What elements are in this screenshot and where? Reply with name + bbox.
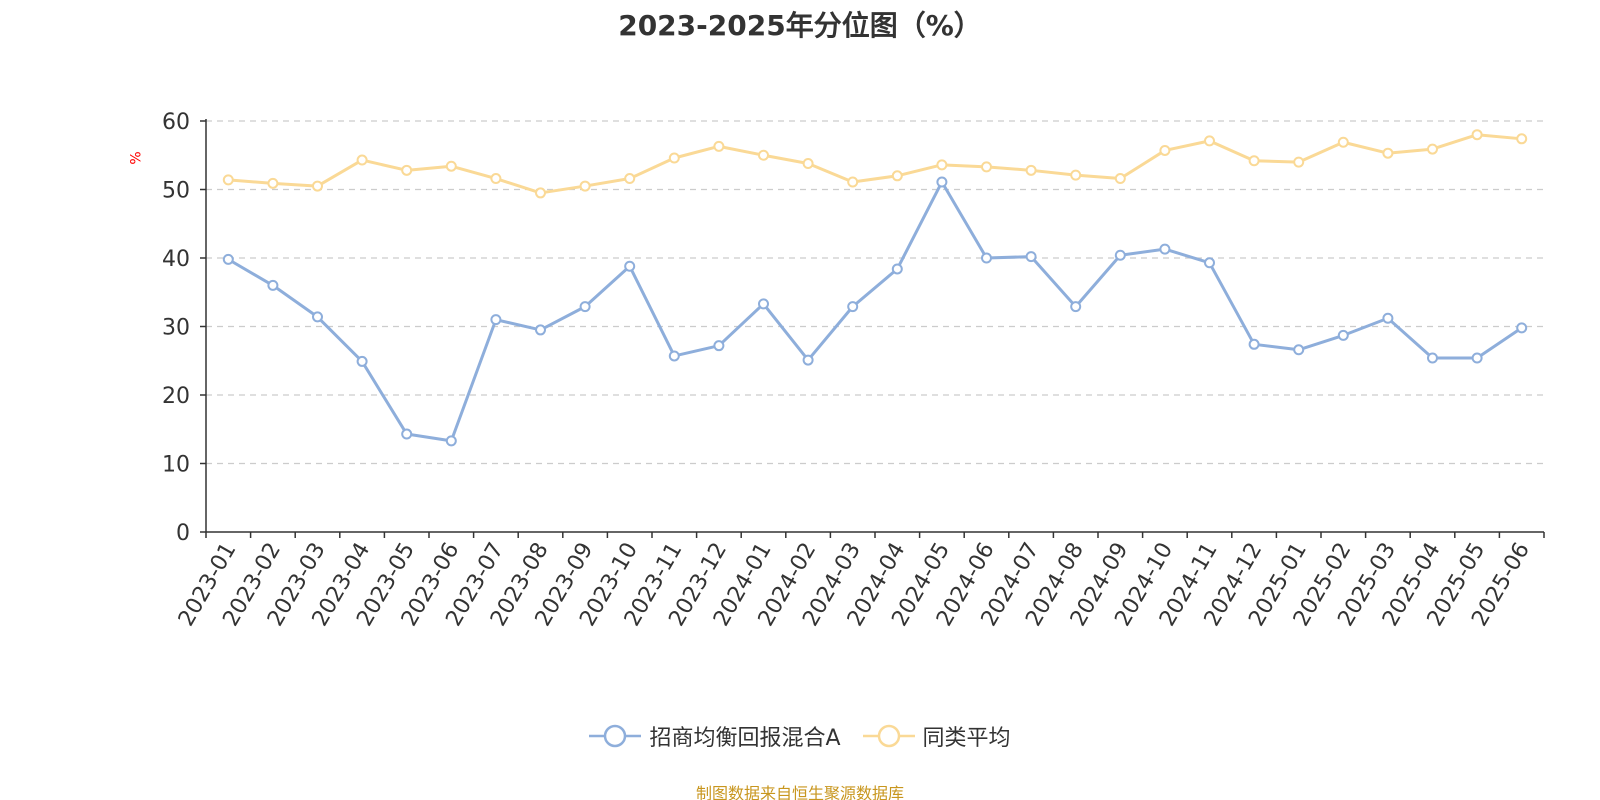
y-tick-label: 0 [176,521,190,546]
data-point[interactable] [1159,243,1171,255]
data-point[interactable] [356,154,368,166]
data-point[interactable] [1427,143,1438,155]
source-note: 制图数据来自恒生聚源数据库 [695,784,904,800]
data-point[interactable] [1516,322,1528,334]
data-point[interactable] [490,173,502,185]
data-point[interactable] [758,149,769,161]
data-point[interactable] [579,180,591,192]
legend-line-circle-icon [862,724,915,748]
line-chart: 01020304050602023-012023-022023-032023-0… [162,110,1545,631]
data-point[interactable] [936,159,948,171]
y-tick-label: 30 [162,316,190,341]
data-point[interactable] [1204,257,1215,269]
data-point[interactable] [1382,147,1394,159]
data-point[interactable] [579,301,591,313]
data-point[interactable] [1204,135,1215,147]
data-point[interactable] [1427,352,1438,364]
data-point[interactable] [1070,301,1082,313]
data-point[interactable] [1025,251,1037,263]
y-tick-label: 50 [162,179,190,204]
data-point[interactable] [1471,352,1483,364]
data-point[interactable] [267,177,279,189]
grid-lines [206,120,1544,465]
data-point[interactable] [312,180,323,192]
legend-label-fund: 招商均衡回报混合A [649,726,841,751]
data-point[interactable] [1293,156,1305,168]
chart-title: 2023-2025年分位图（%） [618,9,982,42]
data-point[interactable] [1159,144,1171,156]
legend-line-circle-icon [589,724,642,748]
data-point[interactable] [356,355,368,367]
data-point[interactable] [713,340,725,352]
data-point[interactable] [1070,169,1082,181]
data-point[interactable] [981,252,992,264]
data-point[interactable] [267,279,279,291]
data-point[interactable] [802,354,814,366]
data-point[interactable] [535,187,546,199]
data-point[interactable] [445,160,457,172]
legend-item-peer-average[interactable]: 同类平均 [862,720,1011,752]
data-point[interactable] [1293,344,1305,356]
data-point[interactable] [1114,173,1126,185]
data-point[interactable] [624,260,636,272]
legend-label-peer-average: 同类平均 [922,726,1011,751]
data-point[interactable] [222,253,234,265]
data-point[interactable] [891,170,903,182]
data-point[interactable] [981,161,992,173]
data-point[interactable] [1114,249,1126,261]
legend-item-fund[interactable]: 招商均衡回报混合A [589,720,841,752]
data-point[interactable] [445,435,457,447]
data-point[interactable] [401,164,413,176]
y-tick-label: 40 [162,247,190,272]
series-lines [222,129,1528,447]
legend: 招商均衡回报混合A 同类平均 [0,720,1600,752]
data-point[interactable] [847,301,859,313]
data-point[interactable] [312,311,323,323]
data-point[interactable] [1025,164,1037,176]
data-point[interactable] [1248,338,1260,350]
data-point[interactable] [1471,129,1483,141]
data-point[interactable] [1337,136,1349,148]
series-line-0 [227,180,1523,443]
data-point[interactable] [535,324,546,336]
axes [200,119,1545,538]
data-point[interactable] [401,428,413,440]
data-point[interactable] [758,298,769,310]
y-tick-label: 10 [162,453,190,478]
data-point[interactable] [624,173,636,185]
data-point[interactable] [1516,133,1528,145]
series-line-1 [228,133,1522,195]
data-point[interactable] [891,263,903,275]
y-tick-label: 20 [162,384,190,409]
data-point[interactable] [1382,312,1394,324]
data-point[interactable] [668,152,680,164]
data-point[interactable] [936,176,948,188]
data-point[interactable] [802,157,814,169]
y-tick-label: 60 [162,110,190,135]
data-point[interactable] [222,174,234,186]
data-point[interactable] [1248,155,1260,167]
data-point[interactable] [490,314,502,326]
data-point[interactable] [1337,329,1349,341]
data-point[interactable] [668,350,680,362]
data-point[interactable] [847,176,859,188]
data-point[interactable] [713,140,725,152]
